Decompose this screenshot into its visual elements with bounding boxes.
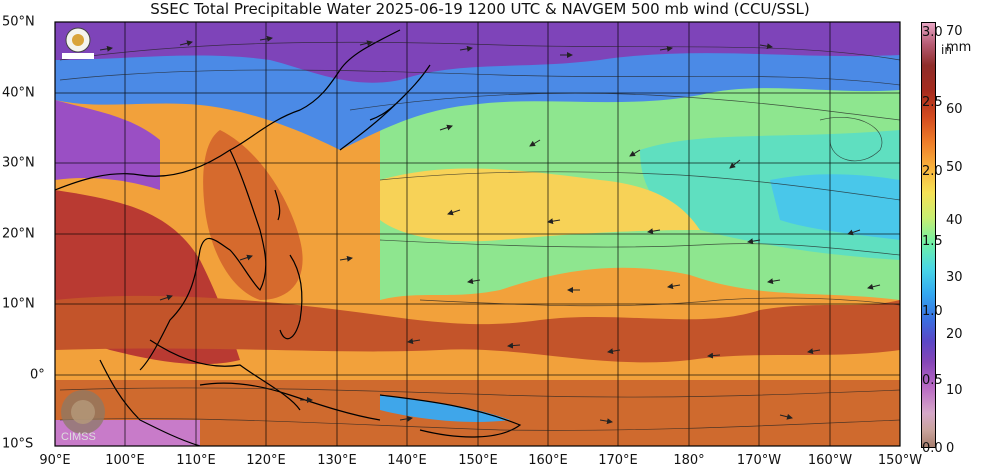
cimss-logo-icon: CIMSS: [61, 390, 105, 443]
lat-label: 20°N: [2, 226, 35, 242]
lat-label: 40°N: [2, 85, 35, 101]
lon-label: 140°E: [387, 453, 427, 468]
lon-label: 170°W: [736, 453, 782, 468]
lat-label: 10°S: [2, 436, 34, 452]
colorbar-inch-label: 1.0: [922, 304, 943, 319]
lon-label: 110°E: [176, 453, 216, 468]
colorbar-inch-label: 3.0: [922, 25, 943, 40]
colorbar-mm-label: 60: [946, 102, 963, 117]
coastlines: [55, 29, 522, 446]
lon-label: 160°W: [807, 453, 853, 468]
lon-label: 150°W: [877, 453, 923, 468]
colorbar-inch-label: 1.5: [922, 234, 943, 249]
ssec-logo-icon: [62, 27, 94, 59]
lon-label: 100°E: [105, 453, 145, 468]
colorbar-mm-label: 10: [946, 383, 963, 398]
cimss-logo-text: CIMSS: [61, 431, 96, 443]
lon-label: 160°E: [528, 453, 568, 468]
colorbar-inch-unit: in: [941, 43, 952, 57]
colorbar-inch-label: 2.5: [922, 95, 943, 110]
colorbar-mm-label: 40: [946, 213, 963, 228]
wind-arrows: [99, 35, 881, 425]
lat-label: 0°: [30, 367, 45, 383]
lat-label: 10°N: [2, 296, 35, 312]
colorbar-inch-label: 0.5: [922, 373, 943, 388]
lon-label: 180°: [673, 453, 705, 468]
colorbar-mm-label: 70: [946, 24, 963, 39]
colorbar-inch-label: 0.0: [922, 441, 943, 456]
lon-label: 120°E: [246, 453, 286, 468]
lon-label: 170°E: [598, 453, 638, 468]
map-title: SSEC Total Precipitable Water 2025-06-19…: [150, 0, 810, 18]
lat-label: 50°N: [2, 14, 35, 30]
lon-label: 150°E: [458, 453, 498, 468]
colorbar-mm-label: 30: [946, 270, 963, 285]
colorbar: [921, 22, 936, 448]
lon-label: 130°E: [317, 453, 357, 468]
lon-label: 90°E: [39, 453, 71, 468]
colorbar-mm-unit: mm: [946, 40, 972, 55]
colorbar-mm-label: 20: [946, 327, 963, 342]
colorbar-inch-label: 2.0: [922, 164, 943, 179]
wind-streamlines: [59, 41, 900, 431]
colorbar-mm-label: 50: [946, 160, 963, 175]
lat-label: 30°N: [2, 155, 35, 171]
colorbar-mm-label: 0: [946, 441, 955, 456]
